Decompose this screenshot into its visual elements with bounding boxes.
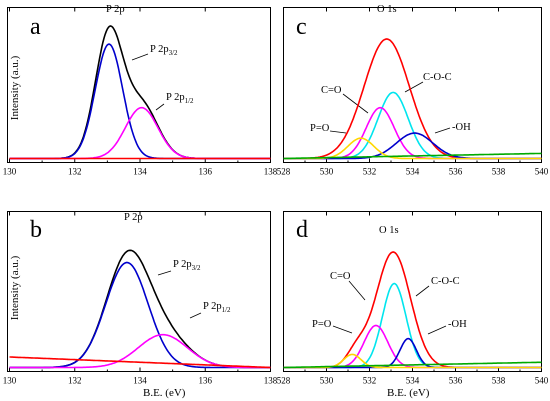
panel-d-label-co: C=O [330,271,351,282]
panel-b-leader-p2p32 [157,270,172,276]
panel-d: d B.E. (eV) O 1s C-O-C C=O P=O -OH [296,217,467,399]
panel-c-label-oh: -OH [452,122,471,133]
panel-b-label-p2p12: P 2p1/2 [203,301,231,314]
panel-c-series-line [283,152,542,160]
panel-c-x-tick-label: 538 [492,167,506,177]
panel-a-x-tick-label: 136 [199,167,213,177]
panel-c: c O 1s C-O-C C=O P=O -OH [296,4,471,134]
panel-d-leader-po [332,325,353,334]
panel-c-letter: c [296,14,307,40]
panel-d-label-coc: C-O-C [431,276,460,287]
panel-d-series-line [283,324,542,369]
panel-a-series-line [9,43,271,160]
panel-d-label-oh: -OH [448,319,467,330]
panel-d-leader-co [348,280,366,301]
panel-d-series-line [283,361,542,369]
panel-c-x-tick-label: 528 [277,167,291,177]
panel-c-label-po: P=O [310,123,330,134]
panel-a-label-p2p12: P 2p1/2 [166,92,194,105]
panel-a-frame [7,7,271,163]
panel-c-leader-coc [404,81,424,93]
panel-d-x-tick-label: 528 [277,376,291,386]
panel-d-x-tick-label: 534 [406,376,420,386]
panel-c-x-tick-label: 530 [320,167,334,177]
panel-b-series-line [9,261,271,369]
panel-d-label-o1s: O 1s [379,225,399,236]
panel-b: b Intensity (a.u.) B.E. (eV) P 2p P 2p3/… [9,212,231,399]
panel-d-x-tick-label: 540 [535,376,549,386]
panel-c-leader-oh [434,127,451,134]
panel-b-plot: 130 132 134 136 138 [3,211,278,386]
panel-a-ylabel: Intensity (a.u.) [9,55,21,120]
panel-b-x-tick-label: 130 [3,376,17,386]
panel-c-plot: 528 530 532 534 536 538 540 [277,7,549,177]
panel-a-series-line [9,25,271,160]
panel-b-x-tick-label: 138 [264,376,278,386]
panel-d-frame [283,211,542,372]
panel-b-x-tick-label: 134 [133,376,147,386]
panel-c-leader-co [342,93,369,114]
panel-c-x-tick-label: 532 [363,167,377,177]
panel-d-leader-oh [427,325,447,335]
panel-b-leader-p2p12 [189,312,202,319]
panel-a-x-tick-label: 138 [264,167,278,177]
panel-d-label-po: P=O [312,319,332,330]
panel-b-ylabel: Intensity (a.u.) [9,255,21,320]
panel-c-x-tick-label: 534 [406,167,420,177]
panel-c-label-o1s: O 1s [377,4,397,15]
panel-a-letter: a [30,14,41,40]
panel-b-label-p2p32: P 2p3/2 [173,259,201,272]
panel-d-xlabel: B.E. (eV) [387,387,430,399]
panel-c-x-tick-label: 540 [535,167,549,177]
panel-a-x-tick-label: 130 [3,167,17,177]
panel-b-frame [7,211,271,372]
panel-c-label-co: C=O [321,85,342,96]
panel-d-x-tick-label: 530 [320,376,334,386]
panel-d-series-line [283,251,542,369]
panel-c-x-tick-label: 536 [449,167,463,177]
panel-c-leader-po [329,130,347,134]
panel-b-series-line [9,249,271,369]
panel-a-label-p2p32: P 2p3/2 [150,44,178,57]
panel-b-series-line [9,356,271,369]
panel-b-letter: b [30,217,42,243]
panel-b-xlabel: B.E. (eV) [143,387,186,399]
panel-d-leader-coc [415,285,430,297]
panel-a: a Intensity (a.u.) P 2p P 2p3/2 P 2p1/2 [9,4,194,120]
panel-b-x-tick-label: 136 [199,376,213,386]
panel-a-leader-p2p32 [131,53,149,61]
panel-d-x-tick-label: 536 [449,376,463,386]
panel-a-plot: 130 132 134 136 138 [3,7,278,177]
panel-c-label-coc: C-O-C [423,72,452,83]
panel-d-letter: d [296,217,308,243]
panel-d-plot: 528 530 532 534 536 538 540 [277,211,549,386]
panel-c-series-line [283,38,542,160]
panel-a-leader-p2p12 [155,103,165,111]
panel-a-label-p2p: P 2p [106,4,125,15]
panel-a-x-tick-label: 134 [133,167,147,177]
panel-b-x-tick-label: 132 [68,376,82,386]
panel-d-x-tick-label: 532 [363,376,377,386]
panel-a-x-tick-label: 132 [68,167,82,177]
panel-d-x-tick-label: 538 [492,376,506,386]
panel-b-label-p2p: P 2p [124,212,143,223]
